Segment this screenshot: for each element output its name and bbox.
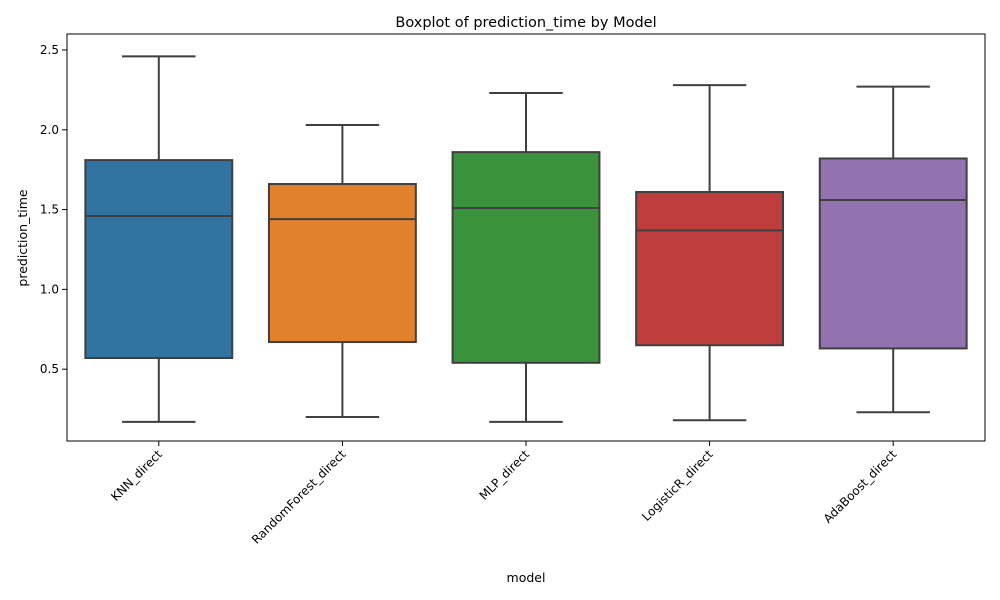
y-tick-label: 0.5 — [40, 362, 59, 376]
x-tick-label: KNN_direct — [108, 447, 165, 504]
y-tick-label: 2.5 — [40, 43, 59, 57]
y-axis-label: prediction_time — [15, 189, 30, 287]
x-tick-label: RandomForest_direct — [249, 447, 349, 547]
box-body — [818, 157, 968, 350]
plot-area: 0.5 1.0 1.5 2.0 2.5 KNN_direct RandomForest_di… — [40, 43, 968, 547]
box-RandomForest_direct — [267, 123, 417, 419]
x-tick-label: MLP_direct — [477, 447, 533, 503]
x-tick-label: LogisticR_direct — [639, 447, 716, 524]
box-LogisticR_direct — [635, 84, 785, 422]
box-KNN_direct — [84, 55, 234, 423]
box-MLP_direct — [451, 92, 601, 423]
box-body — [451, 151, 601, 364]
box-AdaBoost_direct — [818, 85, 968, 414]
box-body — [84, 159, 234, 360]
box-body — [267, 183, 417, 344]
y-tick-label: 1.0 — [40, 282, 59, 296]
box-body — [635, 191, 785, 347]
chart-title: Boxplot of prediction_time by Model — [395, 15, 656, 31]
y-tick-label: 2.0 — [40, 123, 59, 137]
x-axis-label: model — [507, 570, 546, 585]
plot-frame — [66, 33, 986, 442]
x-tick-label: AdaBoost_direct — [821, 447, 900, 526]
y-tick-label: 1.5 — [40, 203, 59, 217]
